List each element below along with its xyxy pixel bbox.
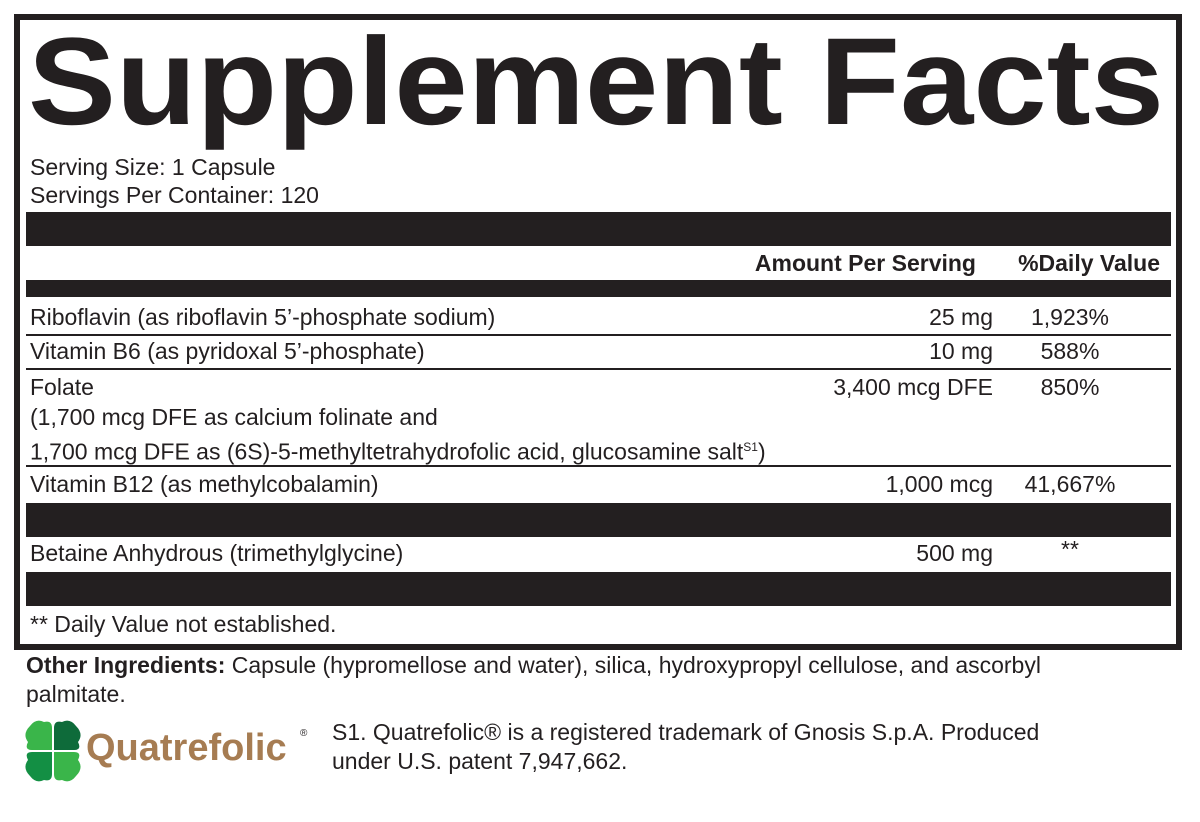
- detail-text-end: ): [757, 438, 766, 465]
- logo-wordmark: Quatrefolic: [86, 727, 287, 769]
- other-ingredients-label: Other Ingredients:: [26, 652, 226, 678]
- nutrient-name: Vitamin B6 (as pyridoxal 5’-phosphate): [30, 338, 425, 364]
- header-daily-value: %Daily Value: [1018, 250, 1160, 276]
- nutrient-detail: 1,700 mcg DFE as (6S)-5-methyltetrahydro…: [30, 433, 766, 466]
- detail-text: 1,700 mcg DFE as (6S)-5-methyltetrahydro…: [30, 438, 744, 465]
- servings-per-container: Servings Per Container: 120: [30, 182, 319, 208]
- nutrient-name: Betaine Anhydrous (trimethylglycine): [30, 540, 404, 566]
- row-divider: [26, 368, 1171, 370]
- divider-bar: [26, 503, 1171, 537]
- nutrient-dv: **: [1061, 536, 1079, 562]
- trademark-note: S1. Quatrefolic® is a registered tradema…: [332, 719, 1040, 745]
- footnote-ref: S1: [743, 440, 758, 454]
- divider-bar: [26, 212, 1171, 246]
- nutrient-amount: 1,000 mcg: [885, 471, 993, 497]
- quatrefolic-logo: Quatrefolic ®: [22, 720, 322, 782]
- nutrient-dv: 1,923%: [1030, 304, 1109, 330]
- footnote: ** Daily Value not established.: [30, 611, 337, 637]
- nutrient-amount: 25 mg: [929, 304, 993, 330]
- nutrient-amount: 10 mg: [929, 338, 993, 364]
- nutrient-dv: 41,667%: [1024, 471, 1116, 497]
- trademark-note-cont: under U.S. patent 7,947,662.: [332, 748, 628, 774]
- nutrient-name: Riboflavin (as riboflavin 5’-phosphate s…: [30, 304, 496, 330]
- row-divider: [26, 465, 1171, 467]
- nutrient-dv: 850%: [1040, 374, 1100, 400]
- facts-panel-border: [14, 14, 1182, 650]
- nutrient-name: Vitamin B12 (as methylcobalamin): [30, 471, 379, 497]
- title-text: Supplement Facts: [28, 28, 1164, 151]
- nutrient-amount: 500 mg: [916, 540, 993, 566]
- other-ingredients: Other Ingredients: Capsule (hypromellose…: [26, 651, 1041, 679]
- nutrient-name: Folate: [30, 374, 94, 400]
- divider-bar: [26, 572, 1171, 606]
- other-ingredients-cont: palmitate.: [26, 681, 126, 707]
- clover-icon: [25, 720, 81, 782]
- nutrient-amount: 3,400 mcg DFE: [833, 374, 993, 400]
- serving-size: Serving Size: 1 Capsule: [30, 154, 276, 180]
- other-ingredients-text: Capsule (hypromellose and water), silica…: [225, 652, 1041, 678]
- nutrient-detail: (1,700 mcg DFE as calcium folinate and: [30, 404, 438, 430]
- row-divider: [26, 334, 1171, 336]
- title: Supplement Facts: [28, 28, 1164, 151]
- nutrient-dv: 588%: [1040, 338, 1100, 364]
- registered-mark: ®: [300, 728, 308, 739]
- divider-bar: [26, 280, 1171, 297]
- header-amount: Amount Per Serving: [754, 250, 976, 276]
